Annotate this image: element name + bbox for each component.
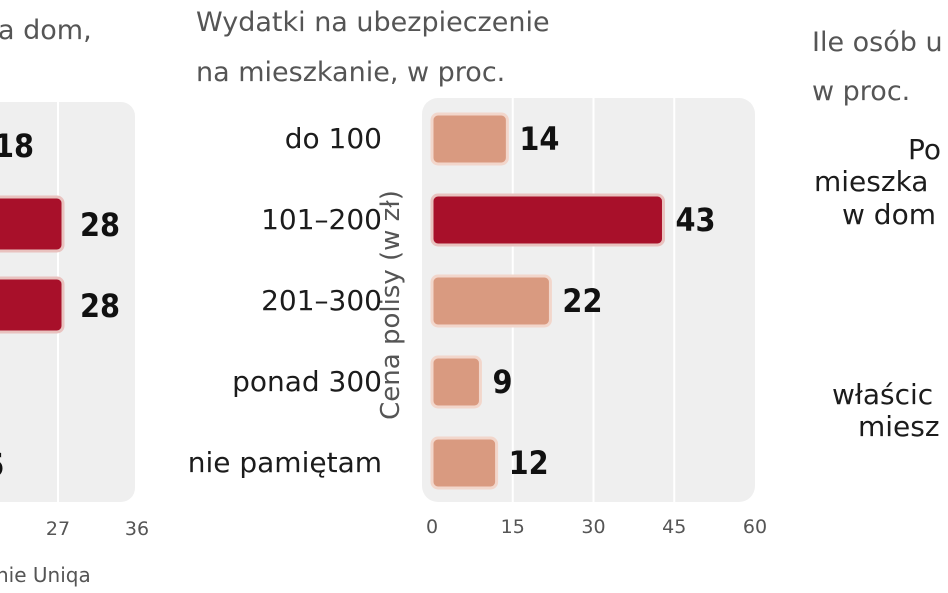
left-panel-graphic — [0, 102, 135, 502]
x-tick-45: 45 — [662, 516, 687, 538]
category-label-2: 101–200 — [261, 203, 382, 236]
value-label-2: 43 — [675, 201, 716, 239]
left-tick-36: 36 — [124, 518, 150, 540]
right-label-a-line3: w dom — [842, 198, 936, 231]
bar-3 — [430, 274, 552, 328]
right-panel: Ile osób u w proc. Po mieszka w dom właś… — [790, 0, 948, 593]
left-value-label-2: 28 — [80, 206, 121, 244]
left-bar-3 — [0, 276, 65, 334]
category-label-3: 201–300 — [261, 284, 382, 317]
left-title-fragment: a dom, — [0, 15, 92, 46]
left-value-label-3: 28 — [80, 287, 121, 325]
value-label-5: 12 — [508, 444, 549, 482]
value-label-1: 14 — [519, 120, 560, 158]
left-value-label-4: 6 — [0, 447, 4, 483]
right-title-line2: w proc. — [812, 76, 911, 107]
bar-4 — [430, 355, 482, 409]
left-source-fragment: nie Uniqa — [0, 563, 91, 587]
right-label-b-line1: właścic — [832, 378, 934, 411]
chart-title: Wydatki na ubezpieczenie — [196, 7, 550, 38]
right-title-line1: Ile osób u — [812, 27, 943, 58]
bar-1 — [430, 112, 509, 166]
bar-2 — [430, 193, 665, 247]
x-tick-30: 30 — [581, 516, 606, 538]
left-panel: a dom, 18 28 28 6 27 36 nie Uniqa — [0, 0, 160, 593]
left-tick-27: 27 — [45, 518, 71, 540]
x-tick-15: 15 — [500, 516, 525, 538]
category-label-5: nie pamiętam — [187, 446, 382, 479]
x-tick-60: 60 — [742, 516, 768, 538]
right-label-a-line2: mieszka — [814, 165, 929, 198]
left-bar-2 — [0, 195, 65, 253]
category-label-4: ponad 300 — [232, 365, 382, 398]
value-label-3: 22 — [562, 282, 603, 320]
right-label-b-line2: miesz — [858, 410, 940, 443]
left-value-label-1: 18 — [0, 127, 35, 165]
bar-5 — [430, 436, 499, 490]
right-label-a-line1: Po — [908, 133, 942, 166]
chart-subtitle: na mieszkanie, w proc. — [196, 57, 506, 88]
x-tick-0: 0 — [425, 516, 439, 538]
category-label-1: do 100 — [284, 122, 382, 155]
value-label-4: 9 — [492, 363, 513, 401]
